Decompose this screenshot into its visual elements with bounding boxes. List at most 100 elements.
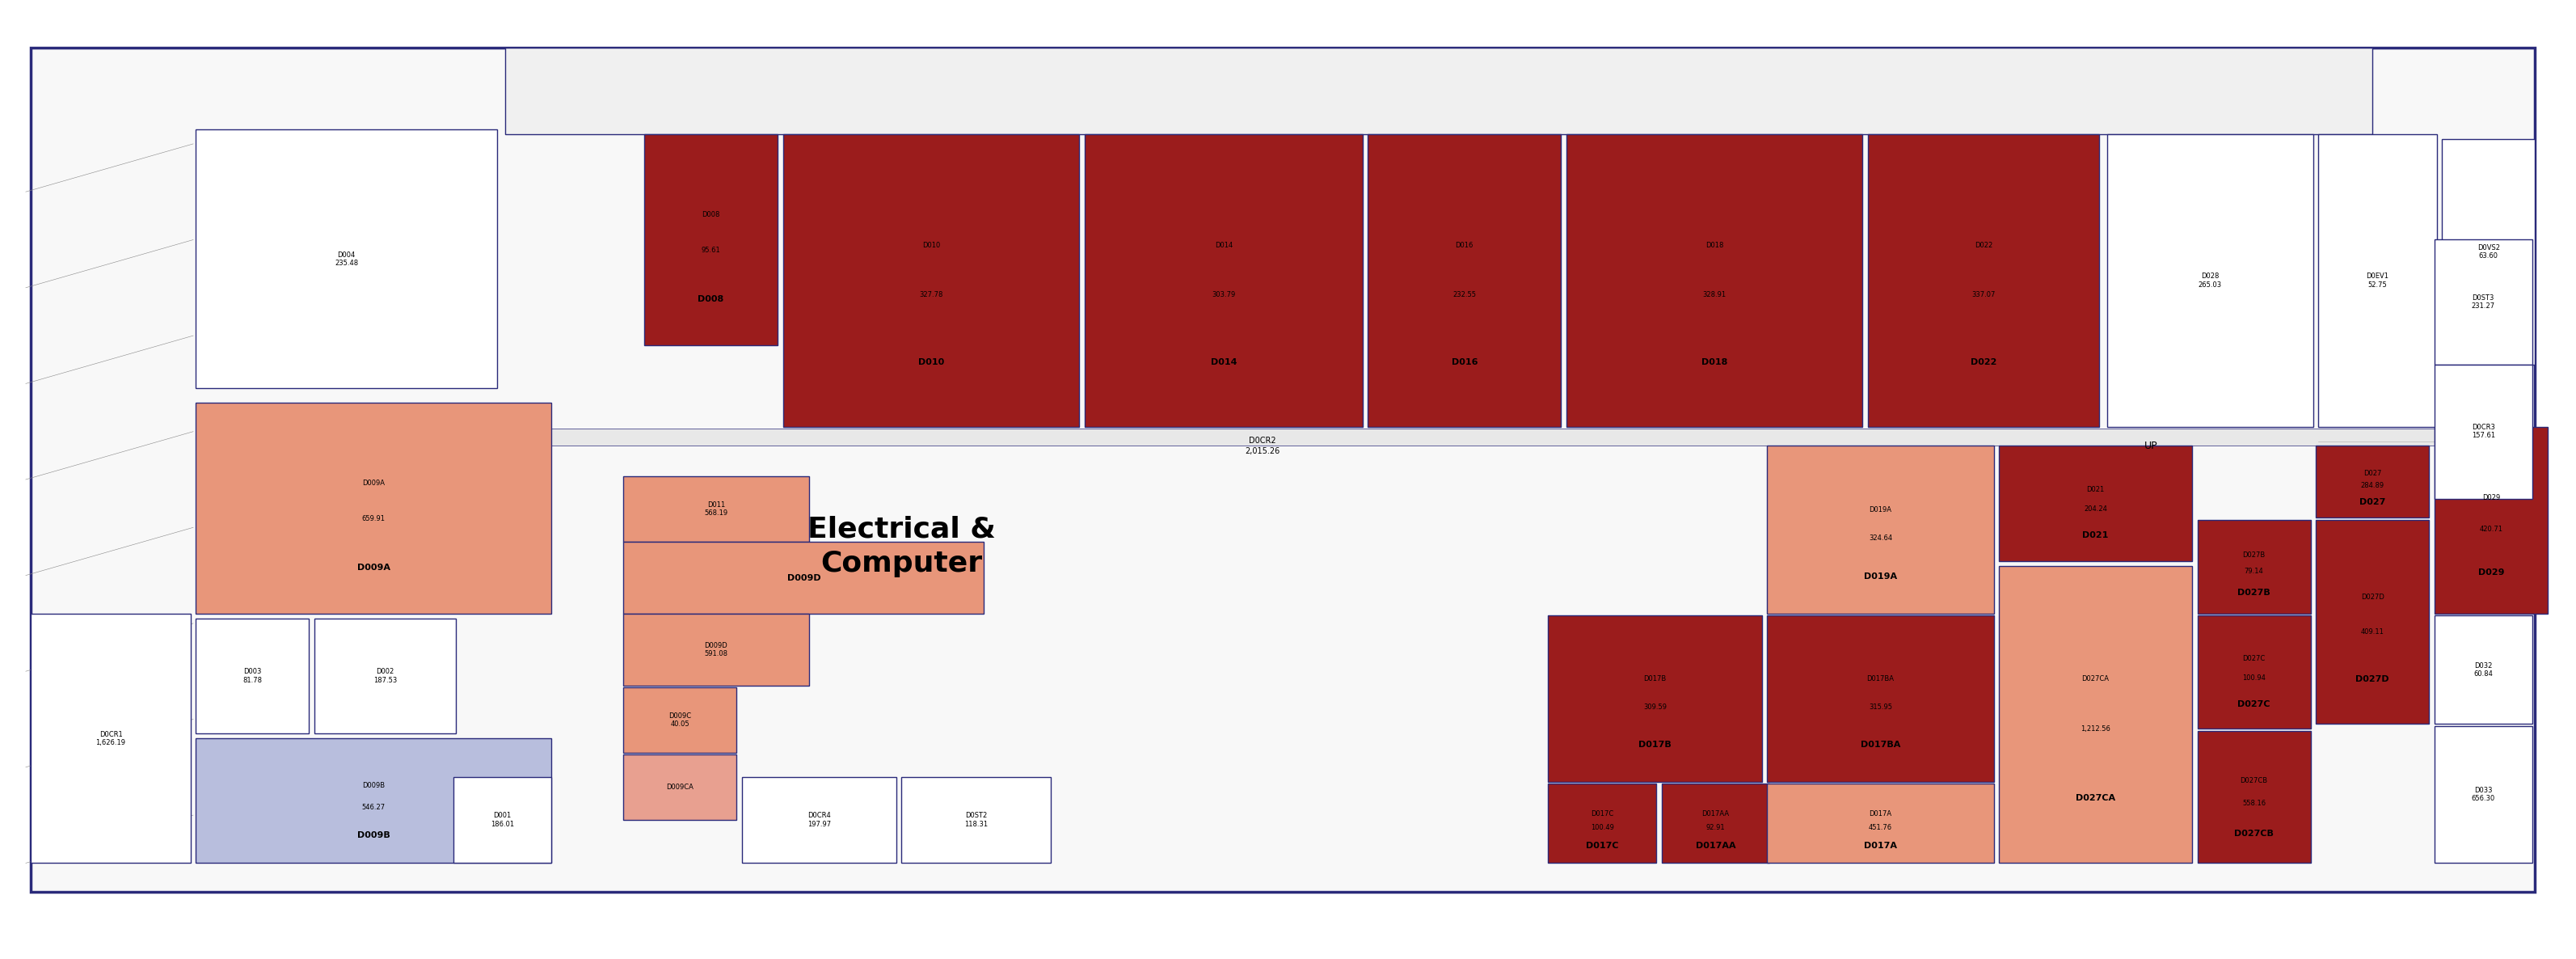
Text: D021: D021 — [2087, 486, 2105, 493]
Text: D009C
40.05: D009C 40.05 — [670, 713, 690, 728]
Text: D009A: D009A — [358, 563, 389, 572]
Bar — [2434, 616, 2532, 724]
Text: 1,212.56: 1,212.56 — [2081, 726, 2110, 733]
Text: 315.95: 315.95 — [1868, 703, 1893, 711]
Text: 100.49: 100.49 — [1589, 824, 1615, 830]
Bar — [1662, 784, 1770, 863]
Text: D027D: D027D — [2360, 594, 2385, 601]
Text: 100.94: 100.94 — [2241, 674, 2267, 682]
Text: D027: D027 — [2362, 470, 2383, 477]
Text: D009B: D009B — [363, 783, 384, 789]
Bar — [505, 429, 2463, 446]
Text: D019A: D019A — [1865, 573, 1896, 581]
Text: D027D: D027D — [2354, 675, 2391, 683]
Text: 309.59: 309.59 — [1643, 703, 1667, 711]
Bar — [1566, 134, 1862, 427]
Text: D008: D008 — [698, 294, 724, 303]
Bar — [623, 755, 737, 820]
Bar — [2197, 731, 2311, 863]
Bar — [1767, 616, 1994, 782]
Text: 79.14: 79.14 — [2244, 568, 2264, 575]
Text: 558.16: 558.16 — [2241, 800, 2267, 807]
Text: 92.91: 92.91 — [1705, 824, 1726, 830]
Bar — [453, 777, 551, 863]
Text: D027C: D027C — [2239, 700, 2269, 708]
Bar — [314, 619, 456, 734]
Text: D027CB: D027CB — [2233, 830, 2275, 838]
Text: D009B: D009B — [358, 831, 389, 840]
Text: D009CA: D009CA — [667, 784, 693, 791]
Text: D0CR2
2,015.26: D0CR2 2,015.26 — [1244, 437, 1280, 455]
Bar — [623, 614, 809, 686]
Bar — [2434, 427, 2548, 614]
Text: D022: D022 — [1971, 359, 1996, 366]
Text: D029: D029 — [2478, 569, 2504, 576]
Text: 232.55: 232.55 — [1453, 292, 1476, 299]
Bar — [2434, 240, 2532, 364]
Bar — [783, 134, 1079, 427]
Text: D017C: D017C — [1592, 810, 1613, 817]
Text: 328.91: 328.91 — [1703, 292, 1726, 299]
Text: D018: D018 — [1705, 242, 1723, 249]
Bar — [1548, 784, 1656, 863]
Bar — [902, 777, 1051, 863]
Text: D010: D010 — [922, 242, 940, 249]
Bar — [1767, 446, 1994, 614]
Text: D009D
591.08: D009D 591.08 — [703, 642, 729, 658]
Text: D016: D016 — [1455, 242, 1473, 249]
Bar — [742, 777, 896, 863]
Text: D0ST3
231.27: D0ST3 231.27 — [2470, 294, 2496, 310]
Text: 327.78: 327.78 — [920, 292, 943, 299]
Text: D029: D029 — [2483, 494, 2499, 502]
Text: 95.61: 95.61 — [701, 246, 721, 254]
Text: D001
186.01: D001 186.01 — [489, 812, 515, 828]
Bar — [623, 542, 984, 614]
Text: D021: D021 — [2081, 531, 2110, 540]
Text: D016: D016 — [1450, 359, 1479, 366]
Text: D017A: D017A — [1870, 810, 1891, 817]
Text: D027: D027 — [2360, 498, 2385, 506]
Text: D0CR4
197.97: D0CR4 197.97 — [806, 812, 832, 828]
Bar — [196, 619, 309, 734]
Text: D027CA: D027CA — [2076, 794, 2115, 802]
Text: 420.71: 420.71 — [2478, 526, 2504, 533]
Text: UP: UP — [2143, 441, 2159, 451]
Bar — [623, 688, 737, 753]
Text: D032
60.84: D032 60.84 — [2473, 662, 2494, 678]
Bar — [2316, 520, 2429, 724]
Bar — [2197, 520, 2311, 614]
Text: D033
656.30: D033 656.30 — [2470, 786, 2496, 803]
Bar — [2316, 446, 2429, 518]
Bar — [2434, 726, 2532, 863]
Text: D014: D014 — [1216, 242, 1231, 249]
Text: 204.24: 204.24 — [2084, 505, 2107, 513]
Text: D014: D014 — [1211, 359, 1236, 366]
Text: D027C: D027C — [2244, 655, 2264, 663]
Text: D028
265.03: D028 265.03 — [2197, 272, 2223, 289]
Text: D002
187.53: D002 187.53 — [374, 668, 397, 684]
Text: Electrical &
Computer: Electrical & Computer — [806, 516, 997, 577]
Text: D019A: D019A — [1870, 506, 1891, 513]
Bar — [644, 134, 778, 345]
Bar — [1084, 134, 1363, 427]
Bar — [2434, 364, 2532, 499]
Bar — [196, 129, 497, 388]
Text: 451.76: 451.76 — [1868, 824, 1893, 830]
Bar — [623, 477, 809, 542]
Bar — [505, 48, 2372, 134]
Bar — [2442, 139, 2535, 364]
Bar — [1999, 566, 2192, 863]
Text: D010: D010 — [917, 359, 945, 366]
Text: D027CB: D027CB — [2241, 778, 2267, 784]
Text: 546.27: 546.27 — [361, 804, 386, 810]
Bar — [2318, 134, 2437, 427]
Bar — [2107, 134, 2313, 427]
Text: 324.64: 324.64 — [1868, 534, 1893, 542]
Text: D009D: D009D — [786, 573, 822, 582]
Text: D018: D018 — [1700, 359, 1728, 366]
Text: D017B: D017B — [1643, 675, 1667, 683]
Text: 337.07: 337.07 — [1971, 292, 1996, 299]
Text: 303.79: 303.79 — [1211, 292, 1236, 299]
Text: D017BA: D017BA — [1868, 675, 1893, 683]
Text: D017A: D017A — [1865, 842, 1896, 850]
